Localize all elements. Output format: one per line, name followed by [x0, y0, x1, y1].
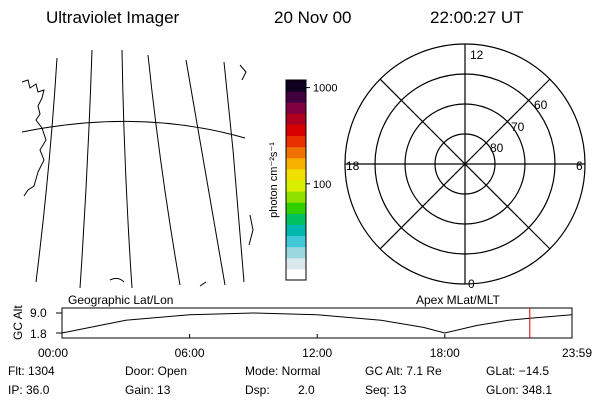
- colorbar-tick-label: 1000: [313, 83, 337, 95]
- lon-line: [185, 59, 226, 286]
- lat-label-60: 60: [534, 98, 548, 112]
- mlt-label-12: 12: [470, 48, 484, 62]
- mode-value: Mode: Normal: [245, 364, 321, 378]
- timeline-ytick-bottom: 1.8: [30, 327, 47, 341]
- lon-line: [79, 49, 93, 289]
- timeline-frame: [61, 307, 573, 339]
- time-label: 22:00:27 UT: [430, 8, 524, 27]
- coastline: [239, 64, 247, 81]
- timeline-xtick-label: 12:00: [302, 346, 332, 360]
- map-panel-label: Geographic Lat/Lon: [68, 293, 173, 307]
- dsp-value: 2.0: [298, 383, 315, 397]
- colorbar-segment: [286, 124, 306, 137]
- lon-line: [35, 57, 58, 283]
- colorbar-unit-label: photon cm⁻²s⁻¹: [268, 142, 280, 218]
- colorbar-segment: [286, 135, 306, 148]
- colorbar-tick-label: 100: [313, 179, 331, 191]
- timeline-xtick-label: 23:59: [562, 346, 592, 360]
- colorbar-segment: [286, 91, 306, 103]
- timeline-xtick-label: 00:00: [38, 346, 68, 360]
- lon-line: [223, 61, 245, 283]
- timeline-ylabel: GC Alt: [11, 305, 25, 340]
- timeline-ytick-top: 9.0: [30, 306, 47, 320]
- altitude-curve: [61, 312, 572, 334]
- lat-label-80: 80: [490, 141, 504, 155]
- colorbar-segment: [286, 235, 306, 248]
- coastline: [109, 277, 125, 283]
- timeline: Geographic Lat/Lon Apex MLat/MLT GC Alt …: [11, 293, 592, 360]
- timeline-xtick-label: 18:00: [430, 346, 460, 360]
- geographic-latitude: GLat: −14.5: [486, 364, 550, 378]
- colorbar-segment: [286, 146, 306, 159]
- dsp-label: Dsp:: [245, 383, 270, 397]
- lon-line: [147, 54, 181, 286]
- mlt-label-6: 6: [576, 159, 583, 173]
- instrument-title: Ultraviolet Imager: [46, 8, 180, 27]
- colorbar-segment: [286, 246, 306, 259]
- colorbar-segment: [286, 213, 306, 225]
- coastline: [248, 214, 254, 246]
- lat-line: [21, 120, 246, 139]
- colorbar-frame: [285, 79, 307, 281]
- colorbar-segment: [286, 180, 306, 192]
- colorbar-segment: [286, 202, 306, 214]
- geographic-map: [21, 49, 254, 289]
- lon-line: [121, 49, 133, 289]
- colorbar-segment: [286, 224, 306, 237]
- polar-plot: [344, 43, 586, 285]
- colorbar-segment: [286, 257, 306, 270]
- mlt-label-18: 18: [346, 159, 360, 173]
- ip-value: IP: 36.0: [8, 383, 50, 397]
- gc-altitude: GC Alt: 7.1 Re: [365, 364, 442, 378]
- sequence-number: Seq: 13: [365, 383, 407, 397]
- colorbar: 1000 100: [285, 79, 337, 281]
- colorbar-segment: [286, 191, 306, 203]
- colorbar-segment: [286, 168, 306, 181]
- polar-panel-label: Apex MLat/MLT: [416, 293, 500, 307]
- colorbar-segment: [286, 157, 306, 170]
- timeline-xtick-label: 06:00: [175, 346, 205, 360]
- date-label: 20 Nov 00: [274, 8, 352, 27]
- door-status: Door: Open: [125, 364, 188, 378]
- lat-label-70: 70: [511, 120, 525, 134]
- colorbar-segment: [286, 268, 306, 281]
- geographic-longitude: GLon: 348.1: [486, 383, 553, 397]
- polar-diagonal: [379, 78, 551, 250]
- colorbar-segment: [286, 113, 306, 125]
- coastline: [199, 281, 207, 287]
- coastline: [21, 79, 47, 197]
- gain-value: Gain: 13: [125, 383, 171, 397]
- mlt-label-0: 0: [468, 277, 475, 291]
- flight-number: Flt: 1304: [8, 364, 55, 378]
- colorbar-segment: [286, 102, 306, 114]
- colorbar-segment: [286, 80, 306, 92]
